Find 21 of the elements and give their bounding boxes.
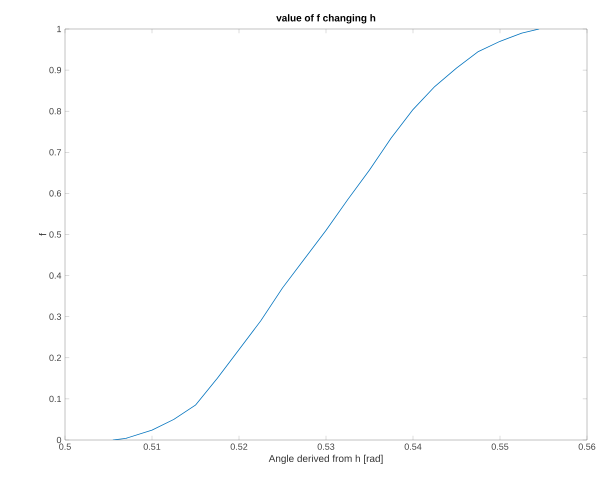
y-tick-label: 0.4 (49, 272, 62, 279)
x-tick-label: 0.53 (318, 444, 334, 450)
x-tick-label: 0.56 (578, 444, 596, 450)
y-tick-label: 0.2 (49, 354, 62, 361)
y-tick-label: 0.1 (49, 396, 62, 402)
y-tick-label: 0.5 (49, 231, 62, 238)
y-tick-label: 0.9 (49, 66, 62, 74)
y-tick-label: 0.8 (49, 108, 62, 114)
y-tick-label: 0.6 (49, 190, 62, 197)
line-series (112, 28, 540, 440)
x-tick-label: 0.55 (492, 444, 508, 450)
x-tick-label: 0.52 (230, 444, 248, 450)
x-tick-label: 0.51 (144, 444, 160, 450)
y-tick-label: 0.7 (49, 149, 62, 156)
chart-title: value of f changing h (276, 14, 376, 24)
x-axis-title: Angle derived from h [rad] (268, 454, 383, 464)
y-axis-title: f (38, 233, 46, 236)
y-tick-label: 1 (57, 26, 62, 32)
y-tick-label: 0.3 (49, 314, 62, 320)
x-tick-label: 0.54 (404, 444, 422, 450)
y-tick-label: 0 (56, 436, 62, 444)
